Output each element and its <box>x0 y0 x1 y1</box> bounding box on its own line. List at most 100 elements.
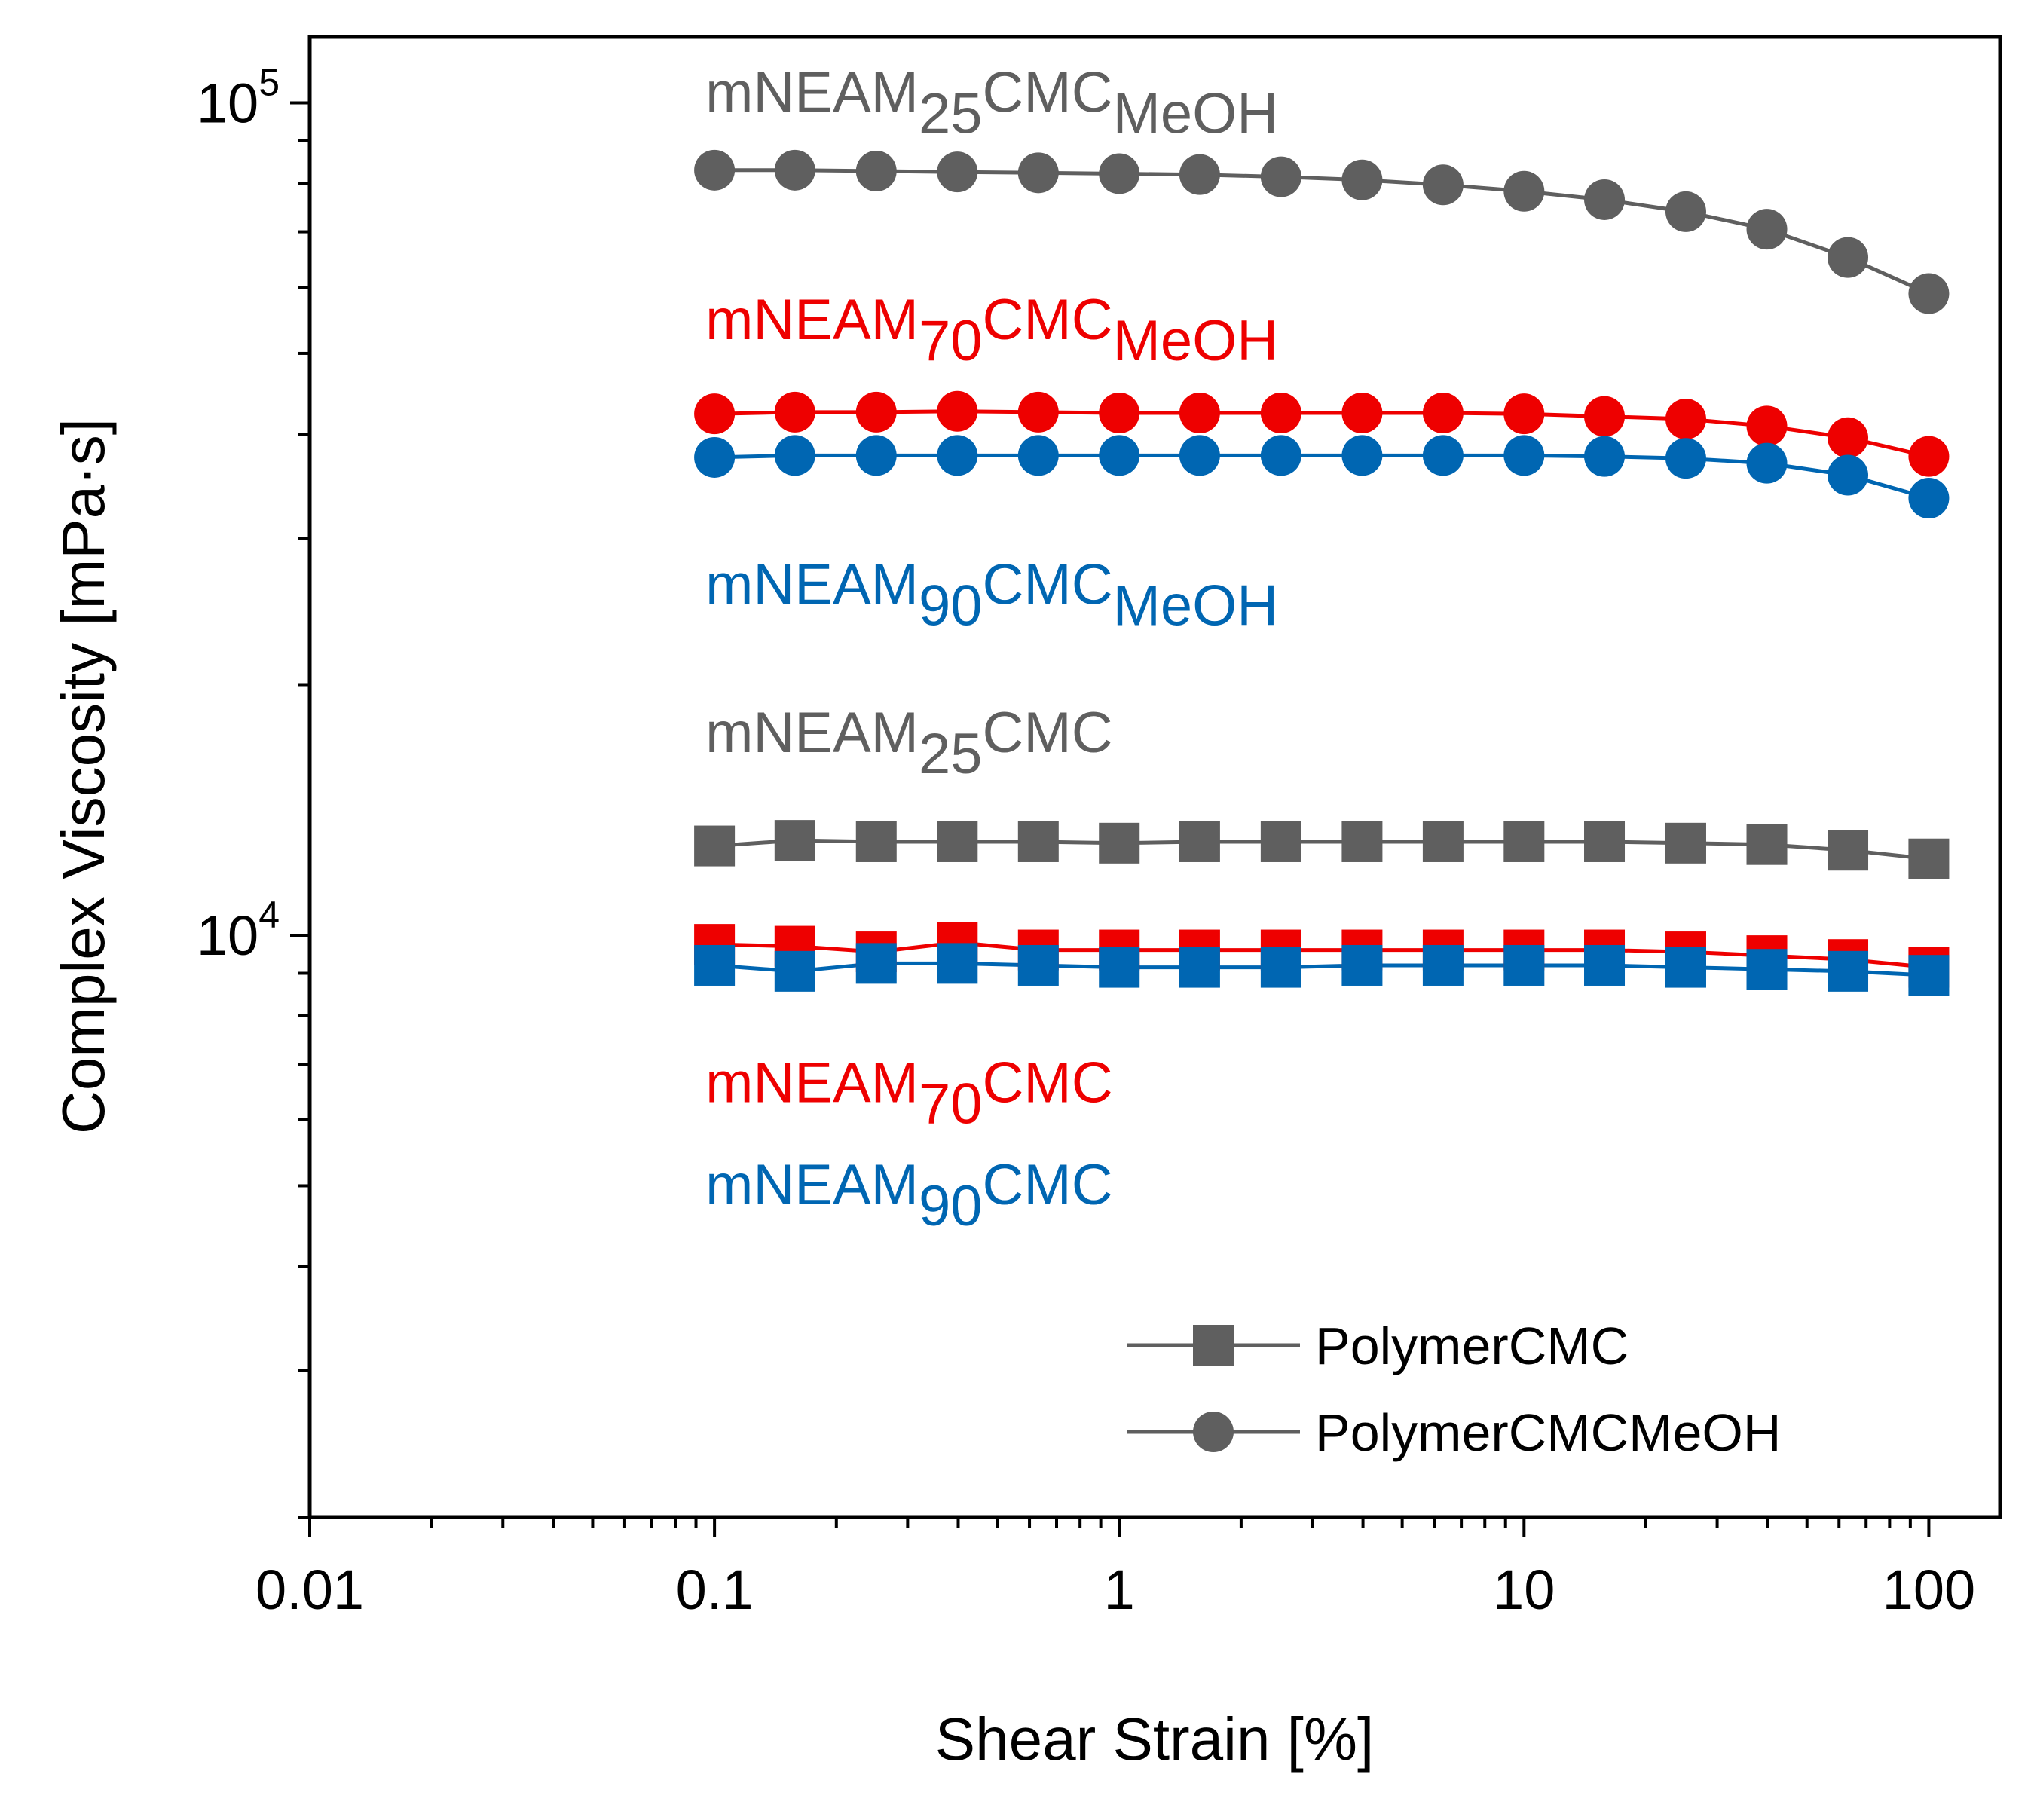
point-m25_meoh <box>1099 153 1140 194</box>
point-m90 <box>1099 947 1140 988</box>
point-m90_meoh <box>1828 454 1869 496</box>
point-m25 <box>1503 821 1545 862</box>
point-m70_meoh <box>1746 405 1788 447</box>
point-m70_meoh <box>1260 393 1301 434</box>
series-lines <box>714 168 1930 977</box>
point-m25_meoh <box>1828 237 1869 278</box>
point-m70_meoh <box>774 391 815 433</box>
point-m70_meoh <box>1908 436 1950 477</box>
point-m90 <box>855 943 897 984</box>
point-m25 <box>1099 822 1140 864</box>
point-m25 <box>1341 821 1383 862</box>
point-m90_meoh <box>855 435 897 476</box>
point-m90_meoh <box>1099 435 1140 476</box>
point-m25 <box>1584 821 1626 862</box>
series-label-a3: mNEAM90CMCMeOH <box>705 552 1278 638</box>
series-line-m25 <box>714 838 1929 861</box>
point-m90_meoh <box>694 436 736 478</box>
series-label-a1: mNEAM25CMCMeOH <box>705 61 1278 146</box>
point-m90 <box>1179 947 1220 988</box>
y-tick-label: 105 <box>197 61 280 134</box>
series-line-m90_meoh <box>714 453 1930 500</box>
point-m90_meoh <box>1665 438 1706 479</box>
plot-frame <box>307 35 2002 1519</box>
point-m25 <box>774 820 815 861</box>
point-m25 <box>1908 838 1950 879</box>
point-m25_meoh <box>1584 179 1626 220</box>
point-m25 <box>1179 821 1220 862</box>
ticks-layer: 0.01 0.1 1 10 100 104 105 <box>197 61 1975 1621</box>
point-m90 <box>1017 944 1059 986</box>
point-m90 <box>694 944 736 986</box>
series-label-a2: mNEAM70CMCMeOH <box>705 288 1278 373</box>
point-m90_meoh <box>1584 436 1626 477</box>
x-tick-label: 10 <box>1493 1558 1555 1621</box>
point-m25_meoh <box>937 151 978 193</box>
point-m25 <box>1746 824 1788 865</box>
point-m90 <box>1503 944 1545 986</box>
point-m70_meoh <box>694 393 736 435</box>
legend-marker-square <box>1193 1325 1234 1366</box>
point-m90_meoh <box>1746 442 1788 484</box>
point-m25_meoh <box>1260 156 1301 197</box>
point-m90 <box>1665 947 1706 988</box>
point-m25_meoh <box>1665 191 1706 232</box>
point-m25 <box>694 825 736 867</box>
point-m70_meoh <box>1503 393 1545 435</box>
point-m70_meoh <box>1828 417 1869 458</box>
point-m90 <box>1341 944 1383 986</box>
series-line-m25_meoh <box>714 168 1930 295</box>
series-markers <box>694 149 1950 996</box>
point-m90_meoh <box>1017 435 1059 476</box>
series-layer <box>694 149 1950 996</box>
point-m25_meoh <box>1746 209 1788 250</box>
point-m25_meoh <box>774 149 815 191</box>
legend-marker-circle <box>1193 1412 1234 1452</box>
point-m25 <box>937 821 978 862</box>
series-label-a5: mNEAM70CMC <box>705 1051 1113 1136</box>
point-m90 <box>774 950 815 992</box>
series-line-m90 <box>714 961 1929 977</box>
point-m90 <box>1422 944 1464 986</box>
legend-label: PolymerCMCMeOH <box>1315 1403 1781 1462</box>
x-tick-label: 0.01 <box>255 1558 364 1621</box>
point-m70_meoh <box>1179 393 1220 434</box>
legend-entry: PolymerCMC <box>1127 1317 1629 1375</box>
x-axis-title: Shear Strain [%] <box>935 1705 1375 1773</box>
series-label-a6: mNEAM90CMC <box>705 1153 1113 1238</box>
x-tick-label: 0.1 <box>676 1558 754 1621</box>
x-tick-label: 100 <box>1883 1558 1975 1621</box>
legend-label: PolymerCMC <box>1315 1317 1629 1375</box>
point-m70_meoh <box>1099 393 1140 434</box>
point-m25_meoh <box>1017 152 1059 194</box>
point-m25_meoh <box>1179 154 1220 195</box>
point-m25_meoh <box>1503 170 1545 212</box>
point-m90_meoh <box>774 435 815 476</box>
point-m25 <box>1422 821 1464 862</box>
point-m90 <box>1828 950 1869 992</box>
point-m90_meoh <box>1341 435 1383 476</box>
series-line-m70_meoh <box>714 409 1929 459</box>
point-m25 <box>1828 830 1869 871</box>
point-m90_meoh <box>1503 435 1545 476</box>
point-m25 <box>1017 821 1059 862</box>
point-m25 <box>855 821 897 862</box>
series-label-a4: mNEAM25CMC <box>705 701 1113 786</box>
point-m90 <box>1584 944 1626 986</box>
point-m25_meoh <box>855 150 897 191</box>
point-m25 <box>1665 822 1706 864</box>
point-m70_meoh <box>937 390 978 432</box>
point-m90 <box>937 943 978 984</box>
point-m90_meoh <box>937 435 978 476</box>
point-m25_meoh <box>694 149 736 191</box>
point-m90_meoh <box>1179 435 1220 476</box>
point-m25_meoh <box>1908 273 1950 314</box>
point-m25_meoh <box>1341 159 1383 200</box>
point-m90_meoh <box>1260 435 1301 476</box>
annotation-layer: mNEAM25CMCMeOH mNEAM70CMCMeOH mNEAM90CMCMe… <box>705 61 1278 1238</box>
point-m90 <box>1260 947 1301 988</box>
point-m90_meoh <box>1908 478 1950 519</box>
point-m70_meoh <box>1665 399 1706 440</box>
y-axis-title: Complex Viscosity [mPa·s] <box>50 418 117 1134</box>
